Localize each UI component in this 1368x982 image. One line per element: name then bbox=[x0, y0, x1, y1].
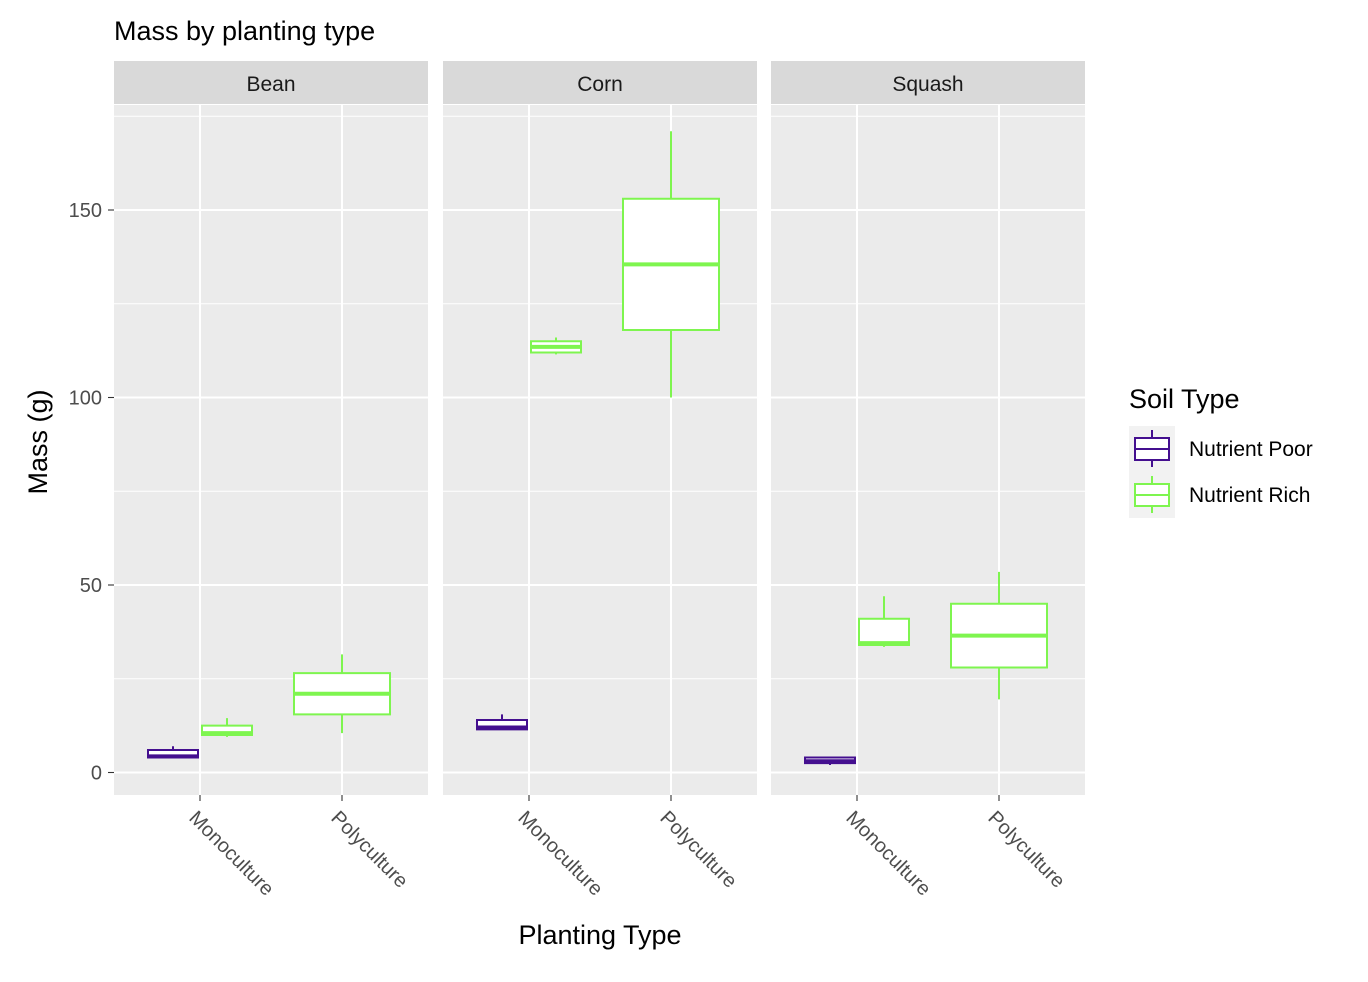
strip-squash bbox=[771, 61, 1085, 104]
box-rect bbox=[858, 617, 910, 646]
box-corn-polyculture-nutrient-rich bbox=[622, 131, 720, 398]
strip-label: Bean bbox=[246, 73, 295, 96]
y-tick-label: 50 bbox=[80, 575, 102, 597]
strip-corn bbox=[443, 61, 757, 104]
box-bean-monoculture-nutrient-rich bbox=[201, 718, 253, 737]
strip-label: Corn bbox=[577, 73, 623, 96]
x-tick-label: Monoculture bbox=[513, 807, 606, 900]
x-tick-label: Monoculture bbox=[841, 807, 934, 900]
box-bean-polyculture-nutrient-rich bbox=[293, 654, 391, 734]
panel-corn: Corn Monoculture Polyculture bbox=[443, 61, 757, 900]
box-squash-monoculture-nutrient-poor bbox=[804, 756, 856, 765]
y-tick-label: 150 bbox=[69, 200, 102, 222]
panel-squash: Squash Monoculture Polyculture bbox=[771, 61, 1085, 900]
panel-background bbox=[771, 105, 1085, 795]
x-axis-title: Planting Type bbox=[518, 920, 681, 950]
y-tick-label: 100 bbox=[69, 388, 102, 410]
legend: Soil Type Nutrient Poor Nutrient Rich bbox=[1129, 384, 1313, 518]
legend-label: Nutrient Rich bbox=[1189, 484, 1310, 507]
strip-label: Squash bbox=[892, 73, 963, 96]
legend-title: Soil Type bbox=[1129, 384, 1240, 414]
x-tick-label: Polyculture bbox=[655, 807, 741, 893]
box-squash-monoculture-nutrient-rich bbox=[858, 596, 910, 647]
y-axis: 0 50 100 150 bbox=[69, 200, 114, 785]
legend-item-nutrient-poor: Nutrient Poor bbox=[1129, 426, 1313, 472]
chart-title: Mass by planting type bbox=[114, 16, 375, 46]
box-bean-monoculture-nutrient-poor bbox=[147, 746, 199, 759]
legend-label: Nutrient Poor bbox=[1189, 438, 1313, 461]
y-axis-title: Mass (g) bbox=[23, 389, 53, 494]
box-corn-monoculture-nutrient-poor bbox=[476, 714, 528, 731]
legend-item-nutrient-rich: Nutrient Rich bbox=[1129, 472, 1310, 518]
y-tick-label: 0 bbox=[91, 763, 102, 785]
strip-bean bbox=[114, 61, 428, 104]
facet-panels: Bean Monoculture Polyculture Corn Monocultur… bbox=[114, 61, 1085, 900]
box-squash-polyculture-nutrient-rich bbox=[950, 571, 1048, 700]
x-tick-label: Polyculture bbox=[326, 807, 412, 893]
panel-bean: Bean Monoculture Polyculture bbox=[114, 61, 428, 900]
x-tick-label: Monoculture bbox=[184, 807, 277, 900]
box-corn-monoculture-nutrient-rich bbox=[530, 337, 582, 355]
x-tick-label: Polyculture bbox=[983, 807, 1069, 893]
